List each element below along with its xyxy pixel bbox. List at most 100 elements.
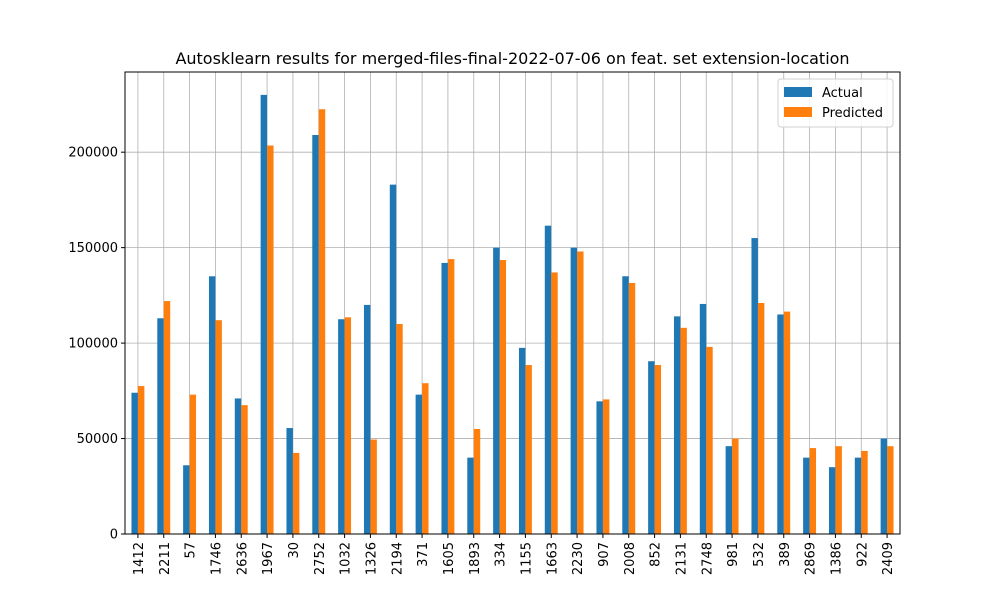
x-tick-label: 57 bbox=[184, 542, 199, 559]
y-axis-ticks: 0 50000 100000 150000 200000 bbox=[68, 146, 125, 543]
bar-actual-1032 bbox=[338, 319, 345, 534]
legend-label-predicted: Predicted bbox=[822, 106, 883, 121]
x-tick-label: 1155 bbox=[519, 542, 534, 575]
bar-predicted-1893 bbox=[473, 429, 481, 534]
legend-swatch-actual bbox=[784, 87, 812, 97]
x-axis-ticks: 1412 2211 57 1746 2636 1967 30 2752 1032 1326 2194… bbox=[132, 534, 896, 575]
bar-predicted-2869 bbox=[809, 448, 817, 534]
bar-actual-1326 bbox=[363, 304, 371, 534]
x-tick-label: 2748 bbox=[700, 542, 715, 575]
bar-predicted-1412 bbox=[137, 386, 145, 534]
bar-predicted-2230 bbox=[577, 251, 584, 535]
bar-actual-2131 bbox=[673, 316, 681, 534]
x-tick-label: 2194 bbox=[390, 542, 405, 575]
bar-predicted-1663 bbox=[551, 272, 558, 534]
bar-actual-1412 bbox=[131, 392, 138, 534]
bar-actual-57 bbox=[183, 465, 190, 534]
x-tick-label: 1663 bbox=[545, 542, 560, 575]
bar-actual-2409 bbox=[880, 438, 888, 534]
bar-actual-1605 bbox=[441, 262, 448, 534]
bar-predicted-1746 bbox=[215, 320, 222, 534]
bar-actual-30 bbox=[286, 428, 293, 534]
bar-predicted-1326 bbox=[370, 439, 377, 534]
bar-actual-2636 bbox=[234, 398, 242, 534]
x-tick-label: 2211 bbox=[158, 542, 173, 575]
bar-actual-2752 bbox=[312, 135, 319, 534]
x-tick-label: 907 bbox=[597, 542, 612, 567]
bar-predicted-1032 bbox=[344, 317, 352, 534]
x-tick-label: 2131 bbox=[674, 542, 689, 575]
bar-actual-2230 bbox=[570, 247, 578, 535]
bars bbox=[131, 94, 894, 535]
legend: Actual Predicted bbox=[777, 78, 894, 128]
bar-predicted-2748 bbox=[706, 346, 713, 534]
bar-predicted-2194 bbox=[396, 324, 403, 534]
bar-actual-2211 bbox=[157, 318, 164, 534]
x-tick-label: 2752 bbox=[313, 542, 328, 575]
y-tick-label: 150000 bbox=[68, 241, 118, 256]
x-tick-label: 1967 bbox=[261, 542, 276, 575]
bar-predicted-1605 bbox=[447, 259, 455, 534]
bar-actual-2748 bbox=[699, 303, 707, 534]
bar-predicted-2752 bbox=[318, 109, 326, 535]
x-tick-label: 922 bbox=[855, 542, 870, 567]
x-tick-label: 1746 bbox=[209, 542, 224, 575]
bar-predicted-907 bbox=[602, 399, 610, 534]
axes-frame bbox=[124, 71, 901, 535]
legend-swatch-predicted bbox=[784, 107, 812, 117]
bar-actual-852 bbox=[648, 361, 655, 534]
bar-predicted-57 bbox=[189, 394, 197, 534]
x-tick-label: 1386 bbox=[829, 542, 844, 575]
bar-actual-389 bbox=[777, 314, 784, 534]
bar-predicted-371 bbox=[422, 383, 429, 534]
bar-predicted-1386 bbox=[835, 446, 842, 534]
y-tick-label: 200000 bbox=[68, 146, 118, 161]
bar-predicted-2131 bbox=[680, 327, 687, 534]
x-tick-label: 371 bbox=[416, 542, 431, 567]
bar-predicted-2008 bbox=[628, 282, 636, 534]
bar-actual-371 bbox=[415, 394, 423, 534]
bar-predicted-2636 bbox=[241, 405, 248, 534]
x-tick-label: 389 bbox=[778, 542, 793, 567]
bar-predicted-981 bbox=[732, 438, 739, 534]
bar-predicted-2211 bbox=[163, 301, 171, 534]
legend-label-actual: Actual bbox=[822, 86, 863, 101]
bar-actual-1663 bbox=[544, 225, 552, 534]
bar-actual-1893 bbox=[467, 457, 474, 534]
x-tick-label: 2008 bbox=[623, 542, 638, 575]
bar-predicted-532 bbox=[757, 303, 765, 534]
y-tick-label: 100000 bbox=[68, 337, 118, 352]
bar-actual-2194 bbox=[389, 184, 397, 535]
bar-predicted-2409 bbox=[887, 446, 894, 534]
bar-predicted-1155 bbox=[525, 365, 532, 534]
x-tick-label: 2230 bbox=[571, 542, 586, 575]
bar-predicted-30 bbox=[292, 452, 300, 534]
bar-predicted-922 bbox=[861, 450, 868, 534]
bar-actual-334 bbox=[493, 247, 500, 535]
x-tick-label: 2409 bbox=[881, 542, 896, 575]
x-tick-label: 334 bbox=[494, 542, 509, 567]
bar-actual-1746 bbox=[208, 276, 216, 534]
x-tick-label: 1605 bbox=[442, 542, 457, 575]
y-tick-label: 0 bbox=[110, 528, 118, 543]
x-tick-label: 852 bbox=[649, 542, 664, 567]
x-tick-label: 2636 bbox=[235, 542, 250, 575]
bar-actual-1967 bbox=[260, 94, 268, 534]
x-tick-label: 2869 bbox=[804, 542, 819, 575]
bar-actual-532 bbox=[751, 238, 758, 534]
y-tick-label: 50000 bbox=[77, 432, 118, 447]
x-tick-label: 1412 bbox=[132, 542, 147, 575]
bar-actual-2008 bbox=[622, 276, 629, 534]
bar-predicted-852 bbox=[654, 365, 662, 534]
bar-actual-2869 bbox=[803, 457, 810, 534]
x-tick-label: 981 bbox=[726, 542, 741, 567]
bar-actual-1386 bbox=[828, 467, 836, 534]
chart-title: Autosklearn results for merged-files-fin… bbox=[175, 49, 849, 68]
x-tick-label: 1326 bbox=[364, 542, 379, 575]
bar-predicted-334 bbox=[499, 260, 507, 534]
bar-actual-907 bbox=[596, 401, 603, 534]
bar-predicted-1967 bbox=[267, 145, 274, 534]
bar-predicted-389 bbox=[783, 311, 791, 534]
